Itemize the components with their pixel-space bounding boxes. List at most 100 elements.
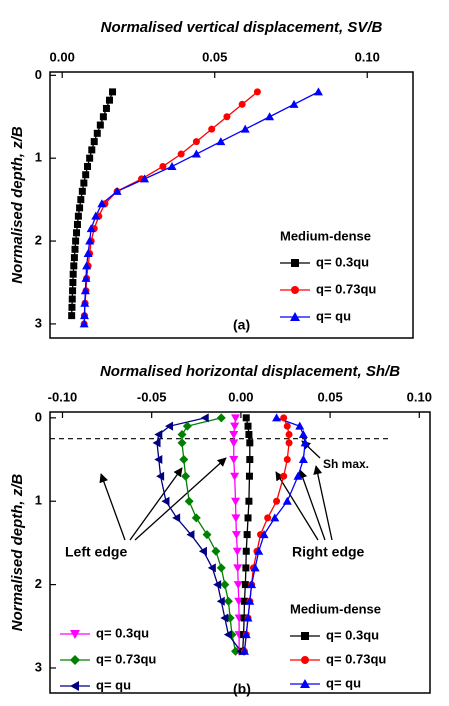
- marker: [177, 150, 185, 158]
- legend-label: q= qu: [326, 675, 361, 690]
- marker: [181, 471, 191, 481]
- marker: [79, 311, 89, 320]
- marker: [242, 547, 250, 555]
- marker: [191, 149, 201, 158]
- y-tick-label: 3: [35, 315, 42, 330]
- x-tick-label: 0.05: [317, 389, 342, 404]
- y-tick-label: 3: [35, 659, 42, 674]
- marker: [231, 514, 241, 523]
- marker: [220, 613, 229, 623]
- marker: [285, 431, 293, 439]
- marker: [202, 530, 212, 540]
- marker: [70, 630, 80, 639]
- marker: [265, 112, 275, 121]
- marker: [246, 456, 254, 464]
- chart-title: Normalised vertical displacement, SV/B: [101, 19, 383, 36]
- marker: [88, 146, 96, 154]
- y-tick-label: 0: [35, 67, 42, 82]
- annotation: (b): [233, 681, 251, 697]
- plot-frame: [49, 71, 414, 339]
- marker: [280, 414, 288, 422]
- legend-label: q= 0.3qu: [316, 254, 369, 269]
- marker: [179, 455, 189, 465]
- marker: [70, 681, 79, 691]
- marker: [83, 248, 93, 257]
- marker: [240, 124, 250, 133]
- marker: [250, 563, 260, 572]
- y-tick-label: 1: [35, 150, 42, 165]
- marker: [82, 171, 90, 179]
- marker: [283, 422, 291, 430]
- marker: [73, 220, 81, 228]
- marker: [216, 137, 226, 146]
- marker: [216, 413, 226, 423]
- marker: [289, 99, 299, 108]
- marker: [112, 186, 122, 195]
- marker: [233, 581, 243, 590]
- marker: [298, 430, 308, 439]
- marker: [239, 646, 249, 655]
- marker: [245, 596, 255, 605]
- marker: [70, 254, 78, 262]
- plot-frame: [49, 411, 431, 694]
- chart-title: Normalised horizontal displacement, Sh/B: [100, 363, 400, 380]
- arrow: [275, 471, 319, 541]
- marker: [230, 422, 240, 431]
- marker: [184, 496, 194, 506]
- marker: [200, 413, 209, 423]
- marker: [295, 421, 305, 430]
- marker: [233, 564, 243, 573]
- y-tick-label: 0: [35, 409, 42, 424]
- arrow: [313, 465, 333, 541]
- marker: [231, 414, 241, 423]
- marker: [213, 580, 222, 590]
- x-tick-label: 0.10: [407, 389, 432, 404]
- marker: [96, 121, 104, 129]
- annotation: Left edge: [65, 544, 127, 560]
- marker: [80, 179, 88, 187]
- annotation: Right edge: [292, 544, 365, 560]
- marker: [291, 286, 299, 294]
- y-tick-label: 2: [35, 576, 42, 591]
- marker: [293, 471, 303, 480]
- legend-label: q= 0.3qu: [326, 627, 379, 642]
- x-tick-label: -0.10: [48, 389, 78, 404]
- legend-title: Medium-dense: [280, 228, 371, 243]
- legend-label: q= 0.3qu: [96, 625, 149, 640]
- marker: [207, 563, 216, 573]
- marker: [216, 563, 226, 573]
- marker: [99, 113, 107, 121]
- marker: [270, 513, 280, 522]
- legend-label: q= 0.73qu: [316, 281, 376, 296]
- y-tick-label: 1: [35, 493, 42, 508]
- marker: [177, 430, 187, 440]
- y-axis-label: Normalised depth, z/B: [9, 474, 26, 632]
- y-axis-label: Normalised depth, z/B: [9, 126, 26, 284]
- marker: [165, 421, 174, 431]
- series-line: [83, 91, 258, 324]
- marker: [68, 312, 76, 320]
- series-line: [71, 91, 114, 316]
- marker: [86, 154, 94, 162]
- marker: [238, 100, 246, 108]
- marker: [232, 547, 242, 556]
- marker: [216, 596, 225, 606]
- marker: [244, 514, 252, 522]
- series-line: [83, 91, 319, 324]
- x-tick-label: 0.00: [228, 389, 253, 404]
- marker: [223, 630, 232, 640]
- marker: [229, 456, 239, 465]
- marker: [93, 129, 101, 137]
- marker: [80, 286, 90, 295]
- marker: [159, 162, 167, 170]
- marker: [259, 530, 269, 539]
- marker: [242, 564, 250, 572]
- marker: [198, 546, 207, 556]
- legend-label: q= qu: [96, 677, 131, 692]
- marker: [264, 514, 272, 522]
- marker: [71, 245, 79, 253]
- marker: [223, 113, 231, 121]
- marker: [69, 270, 77, 278]
- marker: [191, 513, 201, 523]
- marker: [186, 530, 195, 540]
